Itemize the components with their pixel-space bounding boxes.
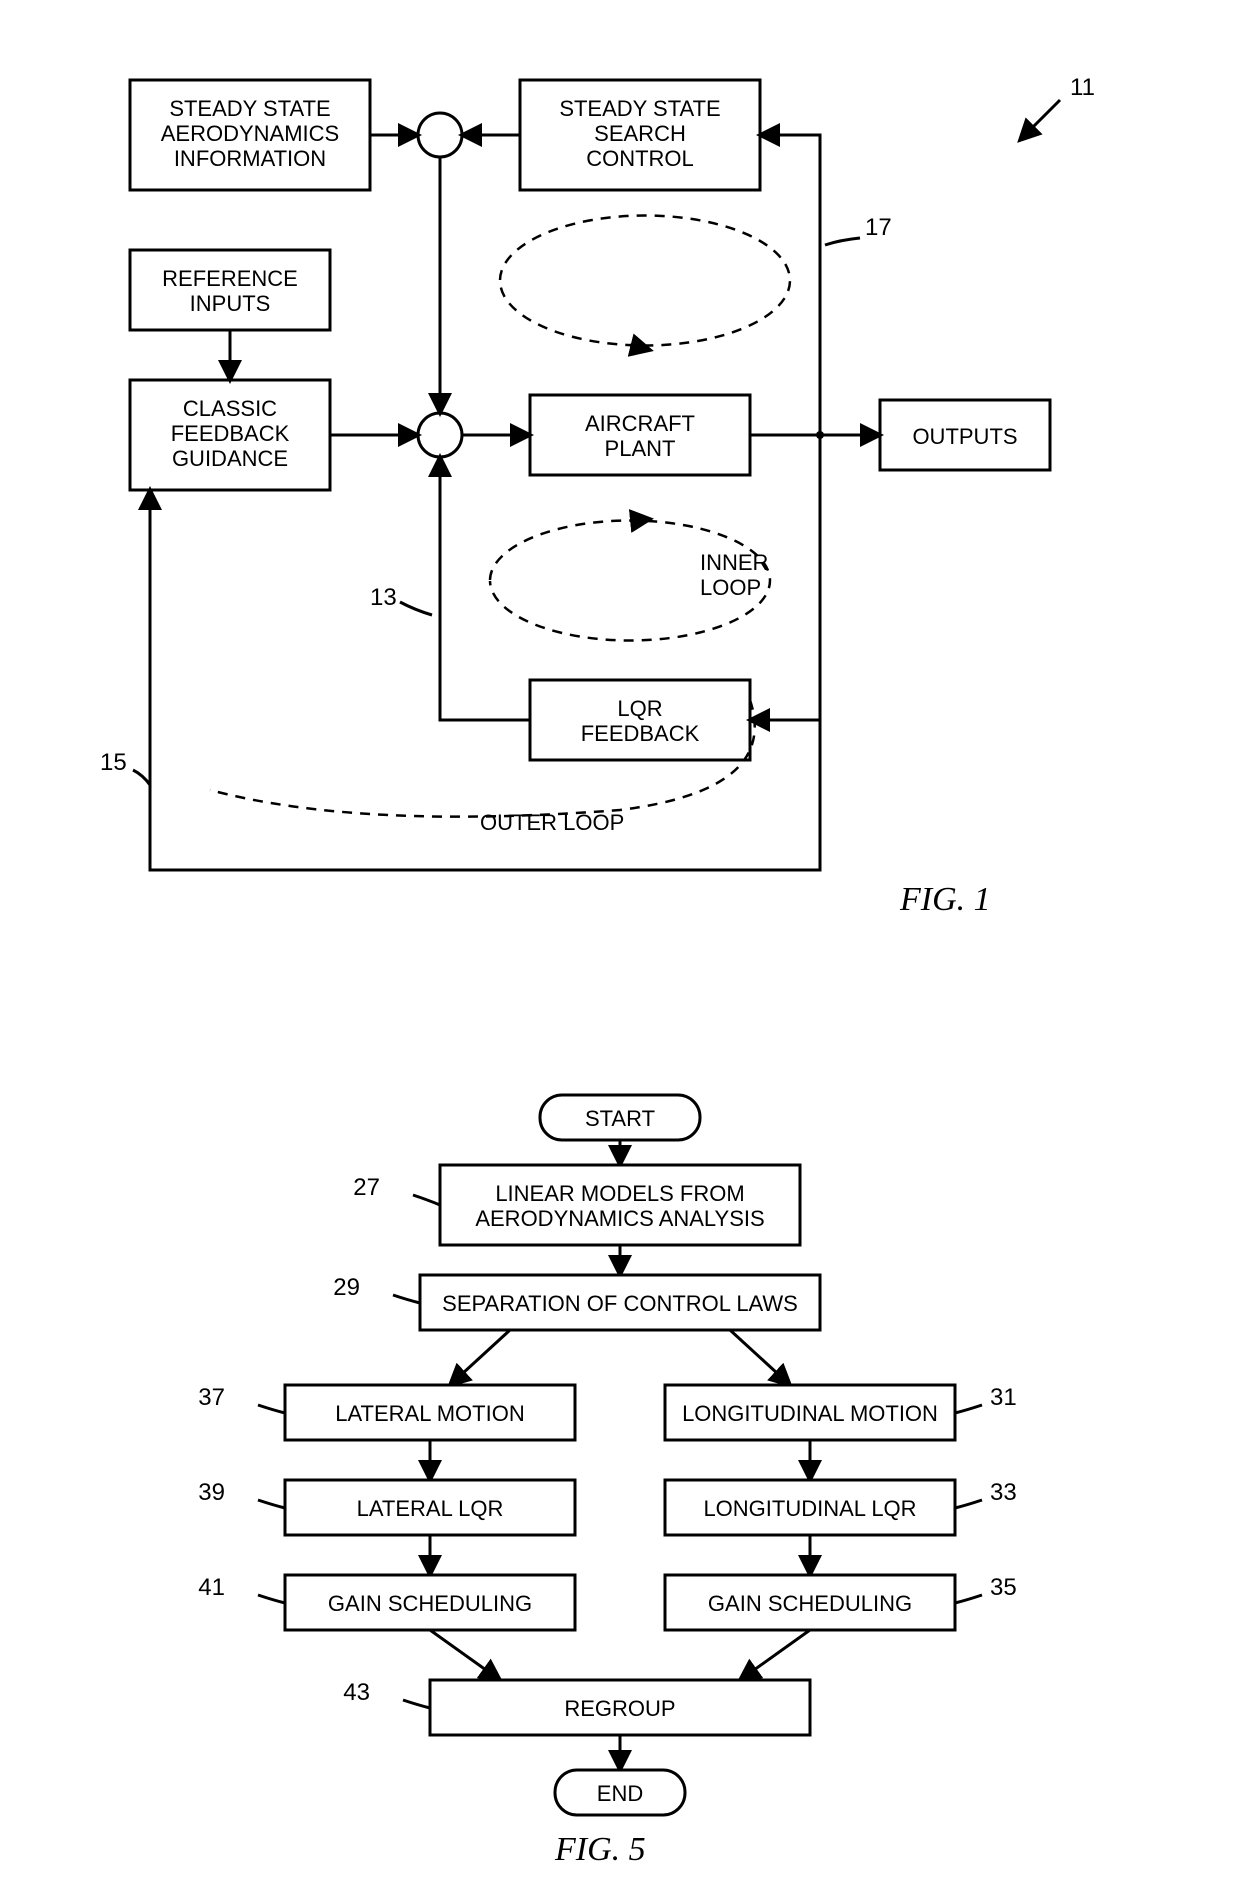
b33-box: LONGITUDINAL LQR [665,1480,955,1535]
b37-l1: LATERAL MOTION [335,1401,524,1426]
ref-in-l2: INPUTS [190,291,271,316]
sum-top [418,113,462,157]
edge-lqr-summid [440,457,530,720]
b37-box: LATERAL MOTION [285,1385,575,1440]
cfg-box: CLASSIC FEEDBACK GUIDANCE [130,380,330,490]
fig1-ref-11-label: 11 [1070,74,1095,101]
b29-box: SEPARATION OF CONTROL LAWS [420,1275,820,1330]
ss-aero-l3: INFORMATION [174,146,326,171]
ss-search-l3: CONTROL [586,146,694,171]
b39-box: LATERAL LQR [285,1480,575,1535]
b27-box: LINEAR MODELS FROM AERODYNAMICS ANALYSIS [440,1165,800,1245]
cfg-l3: GUIDANCE [172,446,288,471]
b35-l1: GAIN SCHEDULING [708,1591,912,1616]
outputs-l1: OUTPUTS [912,424,1017,449]
plant-l1: AIRCRAFT [585,411,695,436]
leader-31 [955,1405,982,1413]
start-terminator: START [540,1095,700,1140]
leader-33 [955,1500,982,1508]
edge-41-43 [430,1630,500,1680]
ref-41: 41 [198,1574,225,1601]
ref-35: 35 [990,1574,1017,1601]
b41-l1: GAIN SCHEDULING [328,1591,532,1616]
b41-box: GAIN SCHEDULING [285,1575,575,1630]
outputs-box: OUTPUTS [880,400,1050,470]
cfg-l1: CLASSIC [183,396,277,421]
ss-aero-l1: STEADY STATE [169,96,330,121]
ref-17: 17 [865,214,892,241]
edge-29-31 [730,1330,790,1385]
b31-box: LONGITUDINAL MOTION [665,1385,955,1440]
leader-43 [403,1700,430,1708]
leader-37 [258,1405,285,1413]
ss-search-l1: STEADY STATE [559,96,720,121]
leader-17 [825,238,860,245]
ref-15: 15 [100,749,127,776]
lqr-l1: LQR [617,696,662,721]
ref-27: 27 [353,1174,380,1201]
fig1-caption: FIG. 1 [899,881,991,918]
leader-27 [413,1195,440,1205]
ref-31: 31 [990,1384,1017,1411]
b43-box: REGROUP [430,1680,810,1735]
ref-37: 37 [198,1384,225,1411]
edge-35-43 [740,1630,810,1680]
lqr-l2: FEEDBACK [581,721,700,746]
ref-39: 39 [198,1479,225,1506]
b31-l1: LONGITUDINAL MOTION [682,1401,938,1426]
plant-l2: PLANT [605,436,676,461]
ref-29: 29 [333,1274,360,1301]
end-label: END [597,1781,643,1806]
ref-43: 43 [343,1679,370,1706]
edge-29-37 [450,1330,510,1385]
leader-39 [258,1500,285,1508]
ss-aero-l2: AERODYNAMICS [161,121,339,146]
leader-35 [955,1595,982,1603]
plant-box: AIRCRAFT PLANT [530,395,750,475]
b27-l1: LINEAR MODELS FROM [495,1181,744,1206]
b29-l1: SEPARATION OF CONTROL LAWS [442,1291,798,1316]
leader-29 [393,1295,420,1303]
start-label: START [585,1106,655,1131]
b33-l1: LONGITUDINAL LQR [703,1496,916,1521]
lqr-box: LQR FEEDBACK [530,680,750,760]
outer-loop-label: OUTER LOOP [480,810,624,835]
leader-41 [258,1595,285,1603]
sum-mid [418,413,462,457]
ss-search-box: STEADY STATE SEARCH CONTROL [520,80,760,190]
ref-13: 13 [370,584,397,611]
inner-loop-label-2: LOOP [700,575,761,600]
b27-l2: AERODYNAMICS ANALYSIS [475,1206,764,1231]
b43-l1: REGROUP [564,1696,675,1721]
end-terminator: END [555,1770,685,1815]
fig5-caption: FIG. 5 [554,1831,646,1868]
leader-13 [400,602,432,615]
ss-aero-box: STEADY STATE AERODYNAMICS INFORMATION [130,80,370,190]
ref-33: 33 [990,1479,1017,1506]
leader-15 [133,770,150,785]
dashed-loop-inner-arrow [630,519,650,521]
ref-inputs-box: REFERENCE INPUTS [130,250,330,330]
fig1-ref-11: 11 [1020,74,1095,140]
cfg-l2: FEEDBACK [171,421,290,446]
ref-in-l1: REFERENCE [162,266,298,291]
inner-loop-label-1: INNER [700,550,768,575]
b35-box: GAIN SCHEDULING [665,1575,955,1630]
dashed-loop-top [500,216,790,346]
ss-search-l2: SEARCH [594,121,686,146]
b39-l1: LATERAL LQR [357,1496,504,1521]
